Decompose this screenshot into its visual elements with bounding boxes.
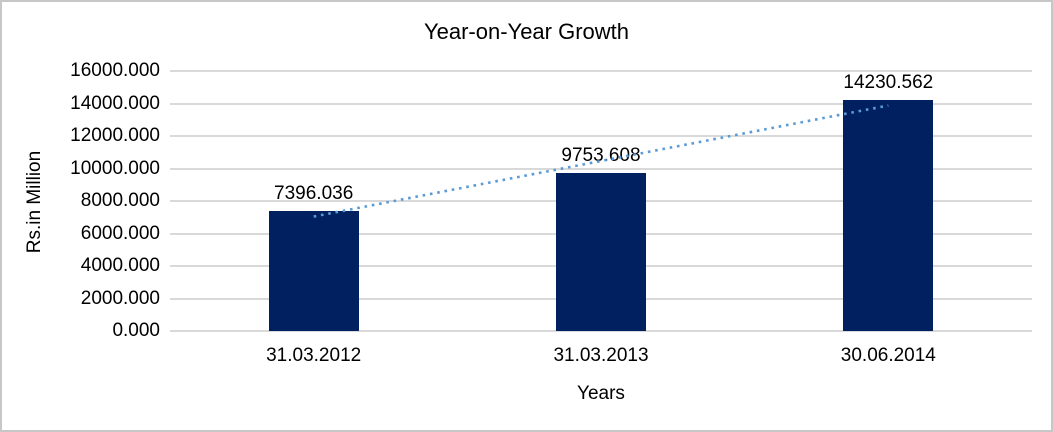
bar [843,99,934,331]
bar-value-label: 7396.036 [274,182,354,204]
y-tick-label: 12000.000 [70,125,160,146]
y-tick-label: 6000.000 [80,222,160,244]
gridline [170,102,1032,105]
y-tick-label: 8000.000 [80,190,160,211]
chart-title: Year-on-Year Growth [423,19,630,44]
y-tick-label: 0.000 [112,320,160,341]
x-category-label: 30.06.2014 [840,345,936,366]
y-tick-label: 10000.000 [70,157,160,179]
gridline [170,70,1032,72]
y-tick-label: 2000.000 [80,287,160,309]
bar [556,172,646,331]
y-tick-label: 16000.000 [70,60,160,81]
x-category-label: 31.03.2012 [266,345,362,366]
y-tick-label: 4000.000 [80,255,160,276]
gridline [170,330,1032,332]
x-axis-title: Years [577,383,625,404]
bar-value-label: 14230.562 [843,71,934,93]
x-category-label: 31.03.2013 [553,345,649,366]
bar-value-label: 9753.608 [561,144,641,166]
y-tick-label: 14000.000 [70,92,160,114]
bar [268,210,359,331]
